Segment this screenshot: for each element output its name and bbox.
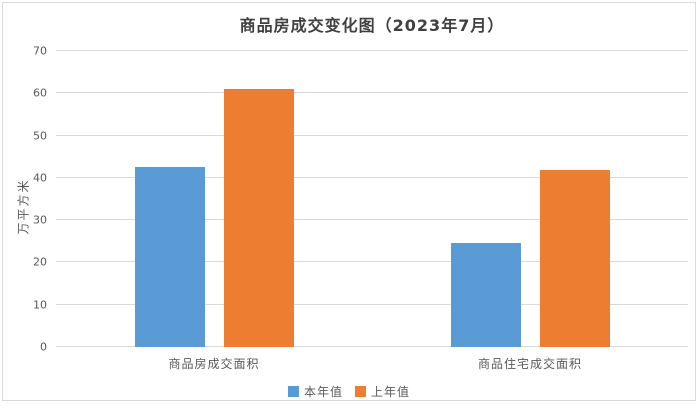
bar-groups [56, 51, 688, 347]
y-tick-label: 10 [33, 298, 47, 312]
bar-上年值 [539, 170, 610, 347]
gridline [56, 92, 688, 94]
legend-label: 上年值 [371, 385, 411, 399]
bar-上年值 [223, 89, 294, 347]
y-tick-label: 0 [40, 340, 47, 354]
bar-本年值 [134, 167, 205, 347]
y-tick-label: 60 [33, 86, 47, 100]
legend-swatch [287, 386, 299, 397]
gridline [56, 134, 688, 136]
gridline [56, 219, 688, 221]
gridline [56, 346, 688, 347]
gridline [56, 261, 688, 263]
gridline [56, 50, 688, 51]
y-tick-label: 50 [33, 129, 47, 143]
legend-swatch [355, 386, 366, 397]
y-axis-tick-labels: 0 10 20 30 40 50 60 70 [3, 46, 47, 353]
y-tick-label: 70 [33, 44, 47, 58]
legend-item: 上年值 [355, 383, 410, 400]
x-category-label: 商品住宅成交面积 [477, 357, 582, 371]
y-tick-label: 20 [33, 255, 47, 269]
chart-frame: 商品房成交变化图（2023年7月） 万平方米 0 10 20 30 40 50 60 70 商… [2, 2, 696, 401]
y-tick-label: 40 [33, 171, 47, 185]
legend-item: 本年值 [287, 383, 343, 400]
bar-本年值 [450, 243, 521, 347]
bar-group [56, 51, 372, 347]
x-category-label: 商品房成交面积 [168, 357, 260, 371]
chart-title: 商品房成交变化图（2023年7月） [239, 16, 505, 35]
bar-group [372, 51, 688, 347]
legend: 本年值 上年值 [3, 383, 695, 400]
x-axis-category-labels: 商品房成交面积 商品住宅成交面积 [56, 355, 688, 372]
plot-area [56, 50, 688, 347]
gridline [56, 176, 688, 178]
legend-label: 本年值 [303, 385, 343, 399]
y-tick-label: 30 [33, 213, 47, 227]
gridline [56, 303, 688, 305]
